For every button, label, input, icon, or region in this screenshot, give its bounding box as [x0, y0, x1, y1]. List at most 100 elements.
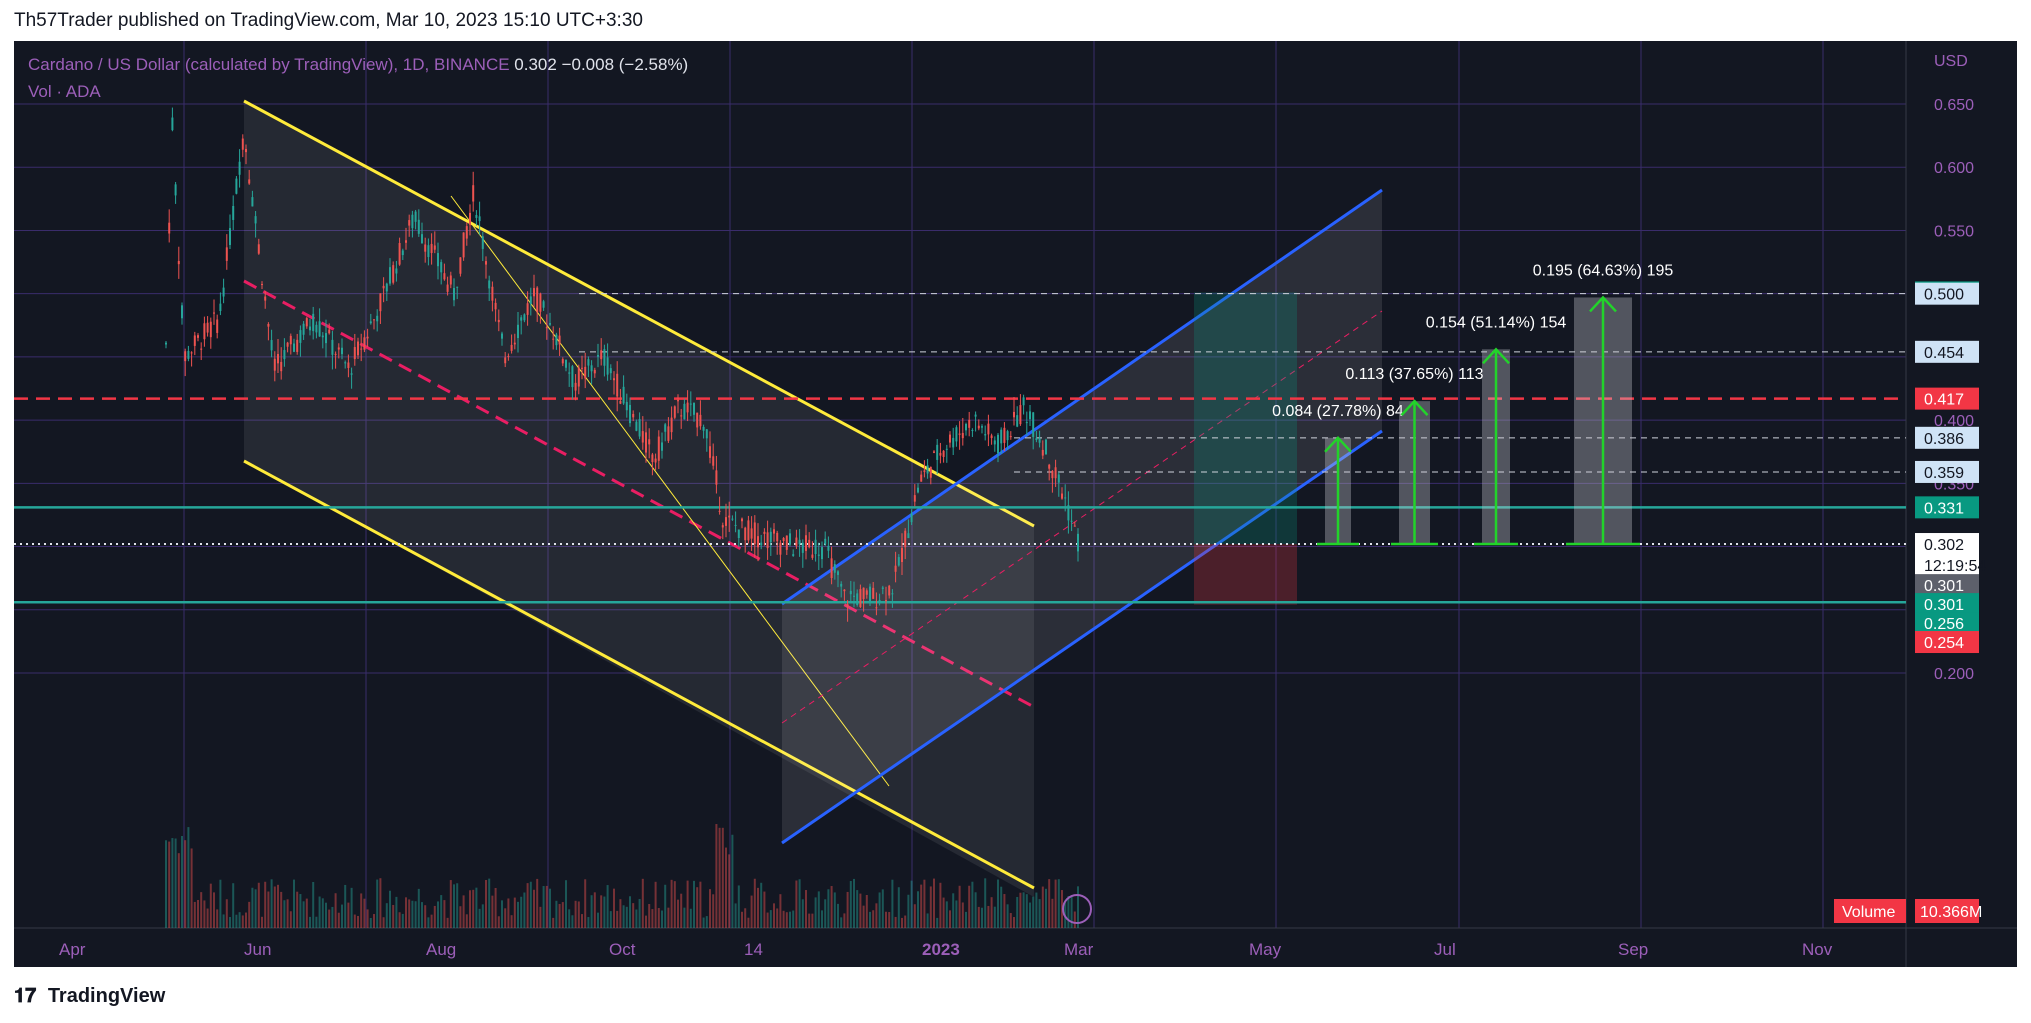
volume-bar — [635, 909, 638, 928]
candle-body — [1013, 411, 1015, 418]
volume-bar — [209, 883, 212, 928]
candle-body — [1067, 505, 1070, 521]
candle-body — [773, 529, 775, 534]
candle-body — [485, 261, 487, 265]
volume-bar — [929, 886, 932, 928]
target-arrow-head — [1400, 399, 1429, 416]
candle-body — [1041, 449, 1044, 456]
y-tick-label: 0.550 — [1934, 223, 1974, 240]
volume-bar — [987, 905, 990, 928]
candle-body — [165, 342, 167, 345]
y-tick-label: 0.200 — [1934, 666, 1974, 683]
volume-bar — [485, 880, 487, 928]
price-tag: 0.331 — [1924, 500, 1964, 517]
candle-body — [337, 347, 340, 350]
candle-body — [699, 414, 702, 427]
volume-bar — [977, 906, 980, 928]
volume-bar — [705, 916, 708, 928]
symbol-title[interactable]: Cardano / US Dollar (calculated by Tradi… — [28, 55, 510, 74]
candle-body — [248, 179, 251, 184]
candle-body — [997, 434, 999, 454]
target-label: 0.113 (37.65%) 113 — [1345, 366, 1483, 383]
volume-bar — [862, 905, 865, 928]
tradingview-footer[interactable]: 𝟏𝟕 TradingView — [14, 985, 165, 1008]
candle-body — [1025, 422, 1028, 424]
candle-body — [325, 333, 327, 344]
price-tag-bg — [1915, 533, 1979, 556]
candle-body — [459, 257, 462, 274]
candle-body — [190, 352, 193, 354]
volume-bar — [549, 888, 551, 928]
price-chart[interactable]: 0.084 (27.78%) 84 0.113 (37.65%) 113 0.154… — [14, 41, 2017, 967]
volume-bar — [651, 909, 654, 928]
target-arrow-head — [1482, 347, 1510, 365]
volume-bar — [510, 915, 513, 928]
x-tick-label: 14 — [744, 940, 763, 959]
volume-bar — [667, 907, 670, 928]
volume-bar — [197, 899, 199, 928]
volume-bar — [629, 896, 631, 928]
candle-body — [456, 286, 459, 288]
volume-bar — [952, 893, 955, 928]
volume-bar — [174, 838, 177, 928]
candle-body — [737, 529, 740, 539]
volume-bar — [571, 915, 574, 928]
volume-bar — [433, 905, 436, 928]
volume-bar — [731, 834, 734, 928]
volume-bar — [568, 909, 571, 928]
volume-bar — [853, 878, 855, 928]
volume-bar — [177, 853, 180, 928]
candle-body — [619, 400, 622, 404]
volume-bar — [622, 905, 625, 928]
volume-bar — [238, 912, 241, 928]
volume-bar — [619, 899, 622, 928]
candle-body — [958, 433, 961, 435]
candle-body — [462, 232, 465, 258]
price-tag-bg — [1915, 426, 1979, 449]
volume-bar — [1025, 894, 1028, 928]
volume-bar — [190, 848, 193, 928]
candle-body — [910, 513, 913, 523]
volume-bar — [609, 911, 612, 928]
volume-bar — [497, 916, 500, 928]
publish-header: Th57Trader published on TradingView.com,… — [14, 10, 643, 31]
volume-bar — [385, 903, 388, 928]
volume-bar — [997, 879, 999, 928]
price-tag: 0.386 — [1924, 431, 1964, 448]
candle-body — [475, 215, 478, 218]
candle-body — [709, 446, 711, 458]
candle-body — [728, 515, 731, 518]
volume-bar — [718, 827, 721, 928]
volume-bar — [193, 901, 196, 928]
candle-body — [209, 321, 212, 338]
volume-bar — [805, 890, 807, 928]
x-tick-label: Jul — [1434, 940, 1456, 959]
volume-bar — [856, 890, 859, 928]
volume-bar — [811, 913, 814, 928]
candle-body — [933, 451, 935, 453]
target-arrow-head — [1589, 295, 1617, 313]
volume-bar — [984, 878, 987, 928]
volume-bar — [753, 878, 756, 928]
volume-bar — [293, 879, 295, 928]
candle-body — [389, 267, 391, 284]
candle-body — [926, 465, 929, 474]
candle-body — [392, 265, 395, 283]
candle-body — [280, 361, 283, 372]
volume-bar — [184, 840, 187, 928]
candle-body — [600, 350, 603, 360]
candle-body — [680, 415, 683, 417]
volume-legend[interactable]: Vol · ADA — [28, 82, 101, 101]
volume-bar — [472, 889, 475, 928]
candle-body — [885, 600, 887, 602]
volume-bar — [849, 880, 852, 928]
volume-bar — [305, 898, 308, 928]
volume-bar — [680, 893, 683, 928]
candle-body — [1070, 520, 1073, 522]
candle-body — [878, 600, 881, 602]
chart-area[interactable]: 0.084 (27.78%) 84 0.113 (37.65%) 113 0.154… — [14, 41, 2017, 967]
candle-body — [446, 284, 449, 292]
candle-body — [273, 358, 276, 371]
candle-body — [552, 338, 555, 340]
volume-bar — [481, 904, 484, 928]
